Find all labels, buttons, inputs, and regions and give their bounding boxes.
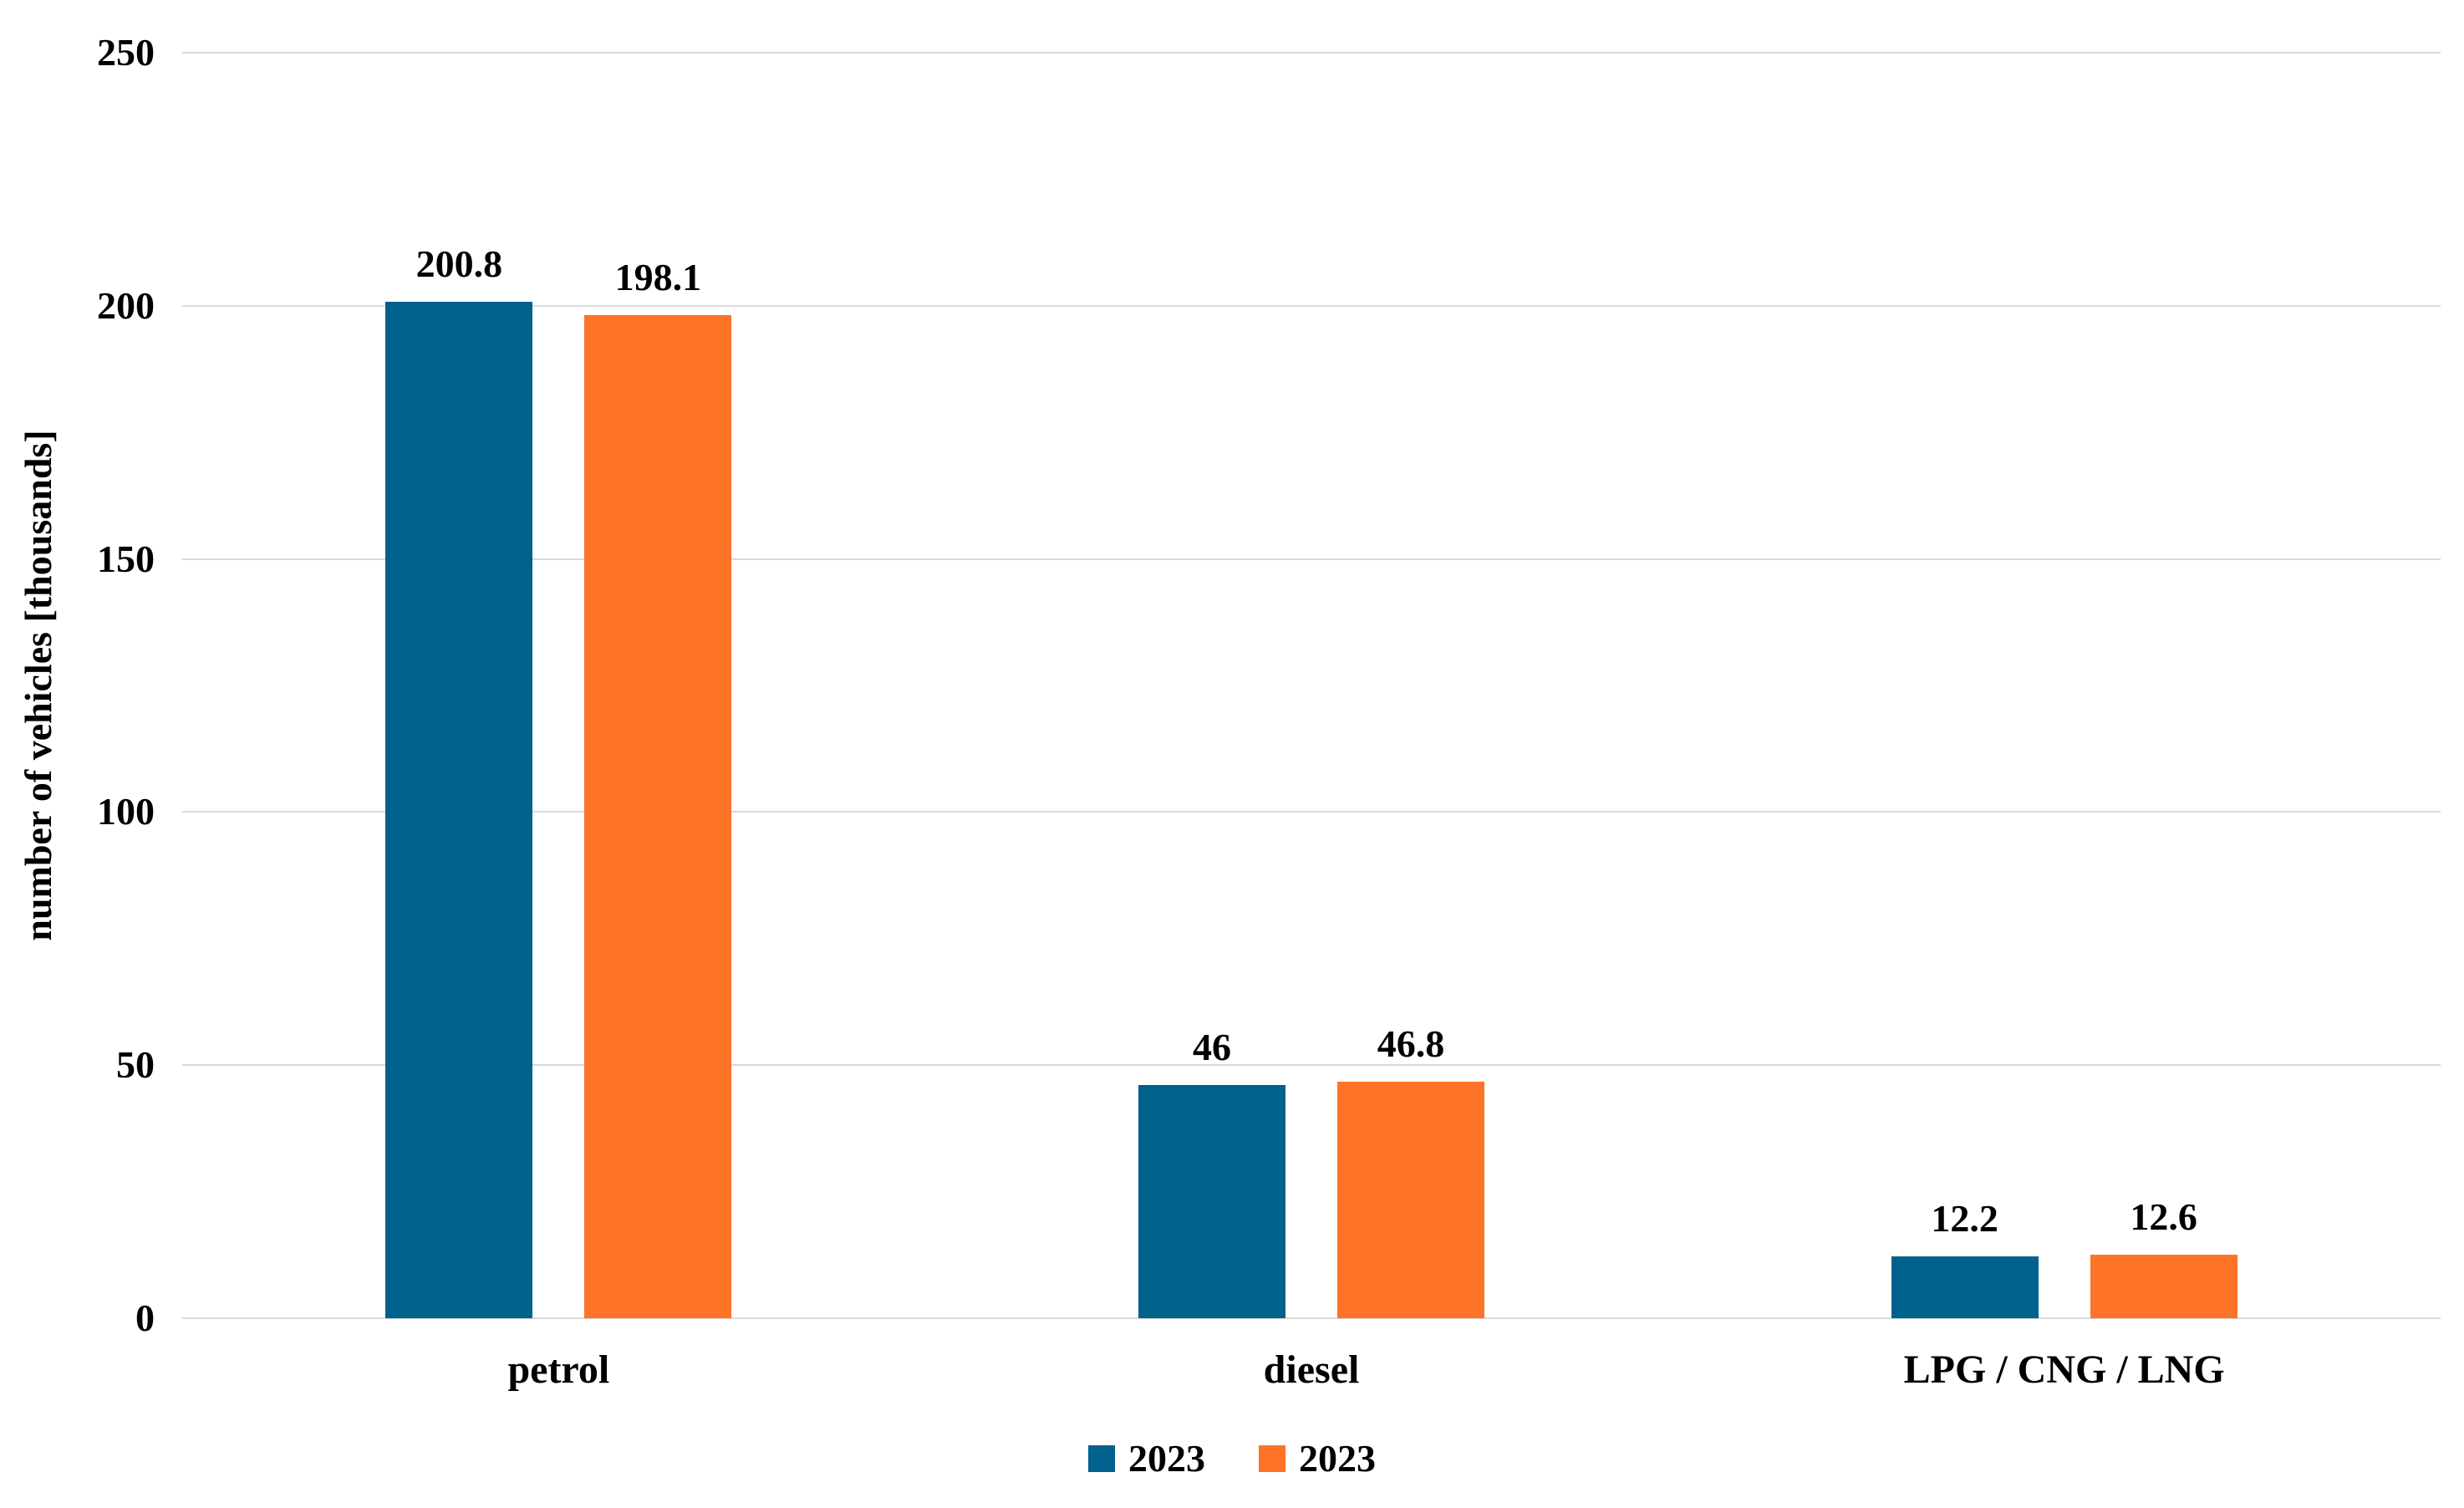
- bar: [1138, 1085, 1285, 1318]
- bar-value-label: 198.1: [614, 256, 702, 299]
- y-tick-label: 50: [116, 1043, 155, 1087]
- bar: [2090, 1254, 2237, 1318]
- category-label: diesel: [1263, 1348, 1360, 1392]
- grid-line: [182, 558, 2441, 560]
- bar-value-label: 46: [1193, 1026, 1231, 1069]
- bar: [584, 315, 732, 1318]
- legend-item: 2023: [1088, 1439, 1205, 1478]
- bar-value-label: 12.6: [2130, 1195, 2197, 1238]
- plot-area: 200.8 198.1 petrol 46 46.8 diesel 12.2 12.6 LPG …: [182, 52, 2441, 1390]
- legend-swatch: [1088, 1445, 1115, 1472]
- legend-label: 2023: [1299, 1437, 1376, 1480]
- grid-line: [182, 52, 2441, 53]
- grid-line: [182, 1317, 2441, 1319]
- grid-line: [182, 1064, 2441, 1067]
- category-label: petrol: [507, 1348, 610, 1392]
- bar-value-label: 46.8: [1377, 1021, 1445, 1065]
- y-tick-label: 200: [97, 283, 155, 327]
- y-tick-label: 150: [97, 537, 155, 580]
- grid-line: [182, 304, 2441, 307]
- bar: [385, 301, 533, 1318]
- y-tick-label: 100: [97, 790, 155, 833]
- bar: [1337, 1081, 1484, 1318]
- legend-item: 2023: [1259, 1439, 1376, 1478]
- bar-value-label: 12.2: [1931, 1197, 1998, 1241]
- category-label: LPG / CNG / LNG: [1903, 1348, 2225, 1392]
- legend-label: 2023: [1128, 1437, 1205, 1480]
- bar: [1891, 1256, 2039, 1318]
- y-tick-label: 250: [97, 31, 155, 74]
- legend: 2023 2023: [0, 1439, 2464, 1478]
- bar-value-label: 200.8: [415, 242, 503, 285]
- y-tick-label: 0: [135, 1297, 155, 1339]
- grid-line: [182, 811, 2441, 813]
- legend-swatch: [1259, 1445, 1285, 1472]
- y-axis-tick-labels: 0 50 100 150 200 250: [0, 33, 155, 1337]
